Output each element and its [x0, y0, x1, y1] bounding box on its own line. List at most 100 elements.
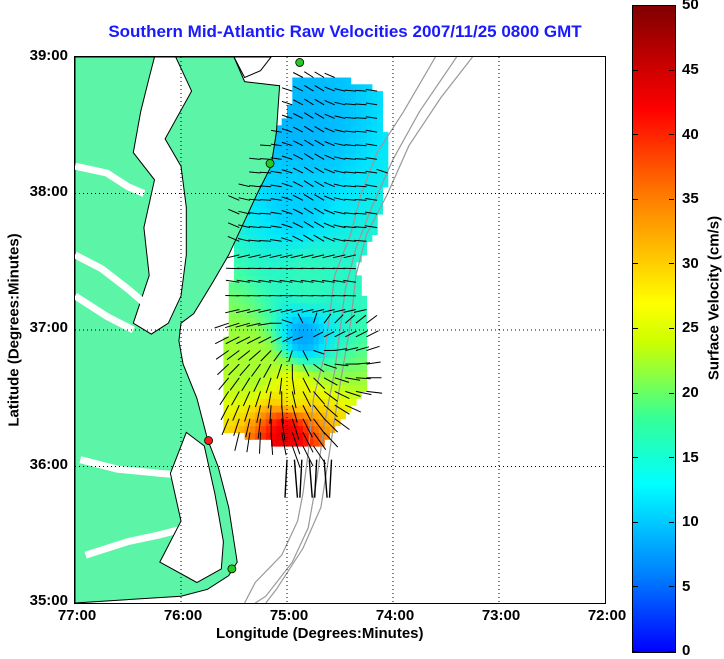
velocity-cell [297, 132, 304, 140]
velocity-cell [234, 302, 240, 311]
velocity-cell [265, 268, 272, 276]
velocity-cell [308, 411, 315, 420]
velocity-cell [281, 391, 288, 399]
velocity-cell [340, 289, 346, 297]
velocity-cell [355, 118, 362, 126]
velocity-vector [247, 309, 261, 314]
velocity-cell [366, 200, 373, 208]
velocity-cell [361, 309, 368, 317]
velocity-cell [255, 220, 262, 229]
velocity-cell [313, 275, 320, 283]
velocity-vector [366, 345, 380, 351]
velocity-vector [324, 154, 335, 160]
velocity-cell [297, 391, 304, 399]
velocity-cell [255, 371, 262, 379]
x-axis-title: Longitude (Degrees:Minutes) [216, 625, 424, 642]
velocity-cell [265, 173, 272, 181]
velocity-cell [281, 207, 288, 215]
velocity-cell [287, 186, 293, 195]
velocity-vector [334, 418, 350, 431]
velocity-cell [350, 350, 357, 358]
velocity-vector [323, 222, 335, 229]
velocity-cell [340, 261, 346, 270]
velocity-cell [244, 432, 251, 440]
velocity-vector [228, 195, 240, 201]
velocity-cell [334, 159, 341, 167]
colorbar-tick-label: 20 [682, 384, 699, 401]
velocity-cell [297, 330, 304, 338]
velocity-cell [276, 357, 283, 365]
velocity-cell [345, 350, 352, 358]
velocity-vector [236, 336, 251, 345]
velocity-vector [365, 129, 378, 133]
velocity-cell [345, 186, 352, 195]
velocity-cell [350, 91, 357, 99]
velocity-vector [343, 279, 356, 283]
velocity-cell [371, 98, 378, 106]
velocity-vector [226, 254, 240, 259]
velocity-cell [355, 91, 362, 99]
velocity-vector [333, 238, 346, 242]
velocity-cell [287, 439, 293, 447]
velocity-cell [334, 289, 341, 297]
velocity-cell [371, 186, 378, 195]
velocity-cell [260, 268, 267, 276]
velocity-cell [239, 241, 246, 249]
velocity-cell [355, 384, 362, 392]
velocity-cell [340, 254, 346, 263]
velocity-cell [292, 104, 299, 113]
velocity-cell [255, 214, 262, 222]
colorbar-title: Surface Velocity (cm/s) [705, 215, 723, 381]
velocity-cell [318, 91, 325, 99]
velocity-cell [350, 343, 357, 352]
velocity-cell [308, 104, 315, 113]
velocity-cell [234, 425, 240, 433]
velocity-cell [292, 343, 299, 352]
velocity-vector [332, 309, 346, 313]
velocity-cell [377, 98, 383, 106]
velocity-vector [324, 141, 335, 147]
velocity-cell [239, 384, 246, 392]
velocity-cell [302, 364, 309, 372]
velocity-vector [259, 212, 272, 215]
velocity-cell [324, 364, 330, 372]
velocity-cell [324, 391, 330, 399]
velocity-cell [249, 214, 256, 222]
velocity-cell [292, 91, 299, 99]
velocity-cell [260, 254, 267, 263]
map-plot-area[interactable] [74, 56, 606, 604]
velocity-cell [276, 336, 283, 345]
velocity-cell [297, 118, 304, 126]
velocity-cell [260, 384, 267, 392]
velocity-cell [377, 173, 383, 181]
velocity-cell [297, 411, 304, 420]
velocity-cell [255, 193, 262, 201]
river [75, 162, 146, 197]
velocity-cell [260, 364, 267, 372]
velocity-cell [276, 398, 283, 406]
velocity-cell [366, 179, 373, 188]
velocity-vector [343, 309, 357, 313]
velocity-cell [350, 261, 357, 270]
velocity-cell [324, 357, 330, 365]
velocity-cell [355, 323, 362, 331]
velocity-cell [271, 254, 277, 263]
velocity-cell [313, 241, 320, 249]
radar-station-marker [227, 564, 237, 574]
velocity-cell [361, 371, 368, 379]
velocity-vector [345, 347, 359, 351]
velocity-vector [270, 239, 282, 242]
velocity-cell [271, 200, 277, 208]
velocity-vector [269, 309, 282, 313]
velocity-cell [361, 173, 368, 181]
velocity-cell [292, 145, 299, 154]
velocity-vector [324, 72, 335, 78]
velocity-vector [303, 234, 314, 242]
velocity-vector [302, 418, 313, 438]
velocity-cell [318, 179, 325, 188]
velocity-cell [308, 220, 315, 229]
velocity-cell [292, 371, 299, 379]
velocity-cell [287, 220, 293, 229]
velocity-cell [228, 364, 235, 372]
velocity-cell [377, 111, 383, 119]
